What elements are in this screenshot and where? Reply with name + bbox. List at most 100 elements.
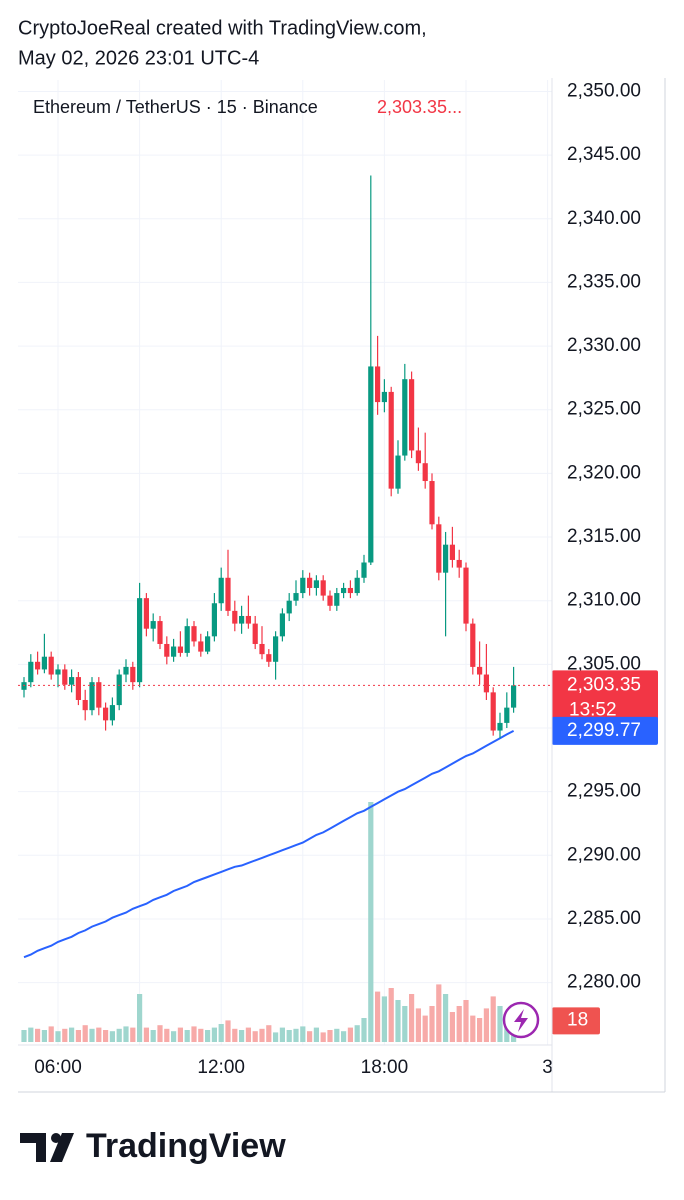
volume-bar [320, 1032, 326, 1042]
x-tick-label: 18:00 [361, 1057, 409, 1078]
candle-body [252, 623, 258, 644]
candle-body [422, 463, 428, 482]
volume-bar [307, 1031, 313, 1042]
countdown-label: 13:52 [569, 699, 617, 720]
volume-bar [103, 1030, 109, 1042]
alert-icon-bolt [514, 1009, 528, 1032]
volume-bar [198, 1028, 204, 1042]
candle-body [198, 641, 204, 652]
candle-body [443, 544, 449, 573]
volume-bar [463, 1000, 469, 1042]
volume-bar [449, 1012, 455, 1042]
volume-bar [143, 1027, 149, 1042]
volume-bar [205, 1030, 211, 1042]
brand-logo [20, 1133, 74, 1162]
volume-bar [48, 1026, 54, 1042]
volume-bar [35, 1028, 41, 1042]
candle-body [225, 577, 231, 611]
volume-bar [334, 1028, 340, 1042]
candle-body [89, 682, 95, 711]
volume-bar [89, 1028, 95, 1042]
candle-body [415, 450, 421, 464]
volume-bar [490, 996, 496, 1042]
candle-body [211, 603, 217, 637]
candle-body [477, 666, 483, 675]
volume-bar [157, 1025, 163, 1042]
ma-price-label: 2,299.77 [567, 720, 641, 741]
candle-body [334, 593, 340, 606]
candle-body [463, 567, 469, 624]
candle-body [41, 656, 47, 670]
volume-bar [456, 1006, 462, 1042]
candle-body [456, 559, 462, 568]
volume-bar [218, 1024, 224, 1042]
volume-bar [279, 1027, 285, 1042]
candle-body [157, 621, 163, 644]
candle-body [279, 613, 285, 637]
candle-body [232, 610, 238, 624]
candle-body [266, 654, 272, 662]
y-tick-label: 2,340.00 [567, 208, 641, 229]
volume-bar [150, 1030, 156, 1042]
volume-bar [211, 1027, 217, 1042]
volume-bar [96, 1027, 102, 1042]
volume-bar [422, 1015, 428, 1042]
y-tick-label: 2,315.00 [567, 526, 641, 547]
candle-body [449, 544, 455, 560]
symbol-price: 2,303.35... [377, 97, 462, 117]
y-tick-label: 2,305.00 [567, 653, 641, 674]
volume-bar [75, 1030, 81, 1042]
y-tick-label: 2,350.00 [567, 80, 641, 101]
candle-body [21, 682, 27, 690]
ma-price-box [552, 716, 658, 745]
volume-bar [171, 1031, 177, 1042]
y-tick-label: 2,325.00 [567, 399, 641, 420]
volume-bar [191, 1026, 197, 1042]
candle-body [381, 391, 387, 403]
candle-body [429, 481, 435, 525]
candle-body [409, 379, 415, 451]
volume-bar [232, 1028, 238, 1042]
volume-bar [239, 1030, 245, 1042]
x-tick-label: 3 [542, 1057, 553, 1078]
x-tick-label: 06:00 [34, 1057, 82, 1078]
candle-body [388, 391, 394, 489]
candle-body [327, 595, 333, 606]
candle-body [368, 366, 374, 563]
candle-body [245, 615, 251, 624]
candle-body [490, 692, 496, 731]
candle-body [259, 643, 265, 655]
y-tick-label: 2,285.00 [567, 908, 641, 929]
volume-bar [313, 1027, 319, 1042]
volume-bar [82, 1025, 88, 1042]
logo-shape [20, 1133, 46, 1162]
candle-body [82, 699, 88, 711]
candle-body [354, 577, 360, 594]
y-tick-label: 2,280.00 [567, 972, 641, 993]
candle-body [130, 666, 136, 683]
volume-bar [341, 1031, 347, 1042]
candle-body [300, 577, 306, 594]
candle-body [96, 682, 102, 708]
header-line: CryptoJoeReal created with TradingView.c… [18, 17, 427, 39]
candle-body [75, 677, 81, 700]
candle-body [361, 562, 367, 578]
volume-bar [497, 1006, 503, 1042]
volume-bar [327, 1030, 333, 1042]
candle-body [35, 661, 41, 670]
y-tick-label: 2,290.00 [567, 844, 641, 865]
logo-shape [50, 1133, 74, 1162]
volume-bar [381, 996, 387, 1042]
volume-bar [177, 1027, 183, 1042]
volume-bar [225, 1020, 231, 1042]
candle-body [395, 455, 401, 489]
volume-bar [55, 1031, 61, 1042]
candle-body [341, 587, 347, 594]
last-price-label: 2,303.35 [567, 674, 641, 695]
candle-body [313, 580, 319, 588]
candle-body [511, 685, 517, 708]
volume-bar [21, 1030, 27, 1042]
volume-bar [245, 1027, 251, 1042]
y-tick-label: 2,310.00 [567, 590, 641, 611]
